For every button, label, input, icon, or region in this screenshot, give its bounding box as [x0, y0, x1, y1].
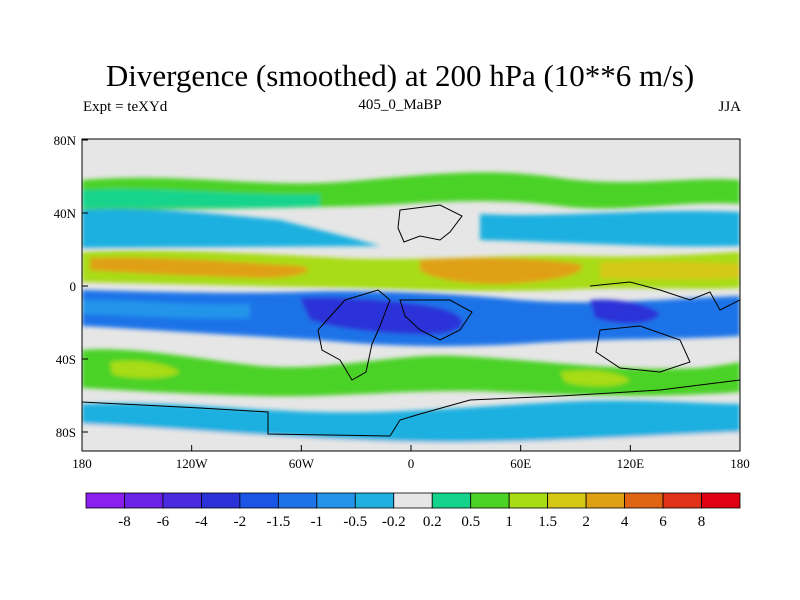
colorbar-swatch	[508, 492, 549, 509]
colorbar-swatch	[701, 492, 741, 509]
latitude-axis: 80N 40N 0 40S 80S	[54, 133, 88, 440]
sh-green-band	[82, 349, 740, 397]
run-label: 405_0_MaBP	[358, 97, 442, 113]
experiment-label: Expt = teXYd	[83, 99, 168, 115]
equatorial-core-west	[90, 257, 308, 278]
colorbar-label: -1	[311, 514, 324, 530]
colorbar-swatch	[624, 492, 664, 509]
colorbar-swatch	[124, 492, 164, 509]
y-tick-label: 0	[70, 279, 77, 294]
x-tick-label: 60W	[289, 456, 315, 471]
colorbar-label: 1.5	[538, 514, 557, 530]
colorbar-swatch	[585, 492, 625, 509]
colorbar-swatch	[239, 492, 279, 509]
colorbar-label: -0.2	[382, 514, 406, 530]
se-asia-outline	[589, 281, 740, 311]
colorbar-swatch	[85, 492, 125, 509]
southern-africa	[399, 299, 473, 341]
x-tick-label: 180	[730, 456, 750, 471]
coastlines	[82, 204, 740, 437]
colorbar-label: -0.5	[343, 514, 367, 530]
x-tick-label: 0	[408, 456, 415, 471]
y-tick-label: 40N	[54, 206, 77, 221]
tropical-light-blue	[82, 300, 250, 319]
colorbar-label: -1.5	[266, 514, 290, 530]
colorbar-swatch	[201, 492, 241, 509]
antarctica-outline	[82, 379, 740, 437]
chart-title: Divergence (smoothed) at 200 hPa (10**6 …	[105, 58, 695, 93]
colorbar-label: 0.5	[461, 514, 480, 530]
field-layer	[82, 139, 740, 451]
colorbar-swatch	[316, 492, 356, 509]
colorbar-label: 6	[659, 514, 667, 530]
colorbar-label: -8	[118, 514, 131, 530]
equatorial-yellow	[600, 261, 740, 280]
tropical-core-west	[300, 297, 463, 335]
longitude-axis: 180 120W 60W 0 60E 120E 180	[72, 445, 750, 471]
y-tick-label: 40S	[56, 352, 76, 367]
australia-outline	[595, 325, 691, 373]
x-tick-label: 60E	[510, 456, 531, 471]
equatorial-core-east	[420, 257, 582, 284]
colorbar-swatch	[470, 492, 510, 509]
nh-negative-band-east	[480, 211, 740, 247]
colorbar-label: 8	[698, 514, 706, 530]
sa-outline	[317, 289, 391, 381]
sh-yellow-spot-east	[560, 370, 630, 387]
colorbar-swatch	[277, 492, 318, 509]
x-tick-label: 120E	[617, 456, 645, 471]
colorbar: -8 -6 -4 -2 -1.5 -1 -0.5 -0.2 0.2 0.5 1 1.5 2 4 6 8	[85, 492, 741, 530]
sh-yellow-spot-west	[110, 360, 180, 379]
equatorial-positive-band	[82, 250, 740, 291]
colorbar-swatch	[162, 492, 202, 509]
y-tick-label: 80N	[54, 133, 77, 148]
nh-negative-band-west	[82, 208, 380, 248]
colorbar-swatch	[431, 492, 472, 509]
season-label: JJA	[718, 99, 741, 115]
tropical-core-east	[590, 299, 660, 324]
colorbar-label: -2	[234, 514, 247, 530]
y-tick-label: 80S	[56, 425, 76, 440]
colorbar-swatch	[354, 492, 395, 509]
colorbar-swatch	[547, 492, 587, 509]
colorbar-label: 2	[582, 514, 590, 530]
colorbar-label: 1	[505, 514, 513, 530]
colorbar-label: 4	[621, 514, 629, 530]
x-tick-label: 180	[72, 456, 92, 471]
sh-gray-gap	[82, 424, 740, 451]
colorbar-label: 0.2	[423, 514, 442, 530]
africa-outline	[397, 204, 463, 243]
x-tick-label: 120W	[176, 456, 209, 471]
colorbar-swatch	[393, 492, 433, 509]
colorbar-swatch	[662, 492, 702, 509]
colorbar-label: -4	[195, 514, 208, 530]
nh-light-green	[82, 189, 320, 208]
colorbar-label: -6	[157, 514, 170, 530]
